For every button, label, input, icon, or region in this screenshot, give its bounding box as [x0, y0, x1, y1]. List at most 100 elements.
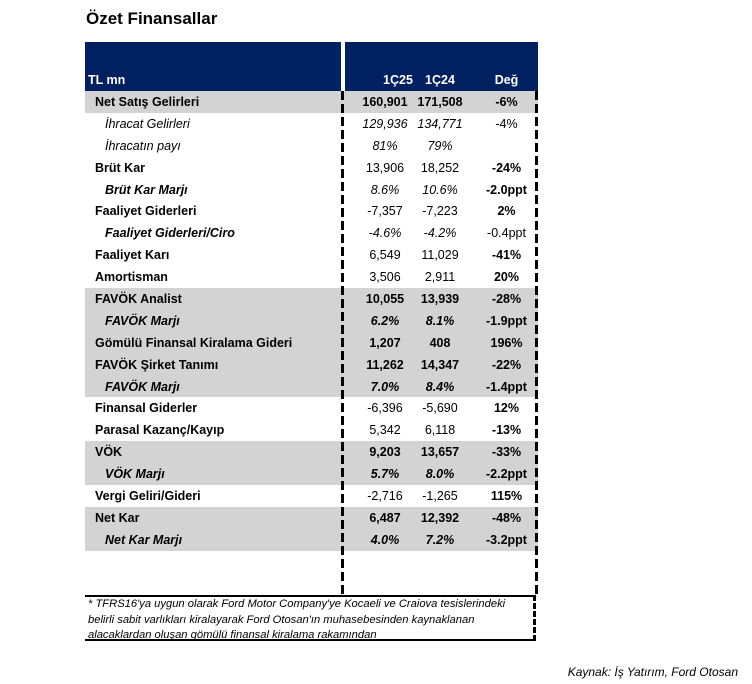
header-divider [341, 42, 345, 91]
value-1q24: 6,118 [424, 423, 456, 438]
value-1q24: 11,029 [421, 248, 459, 263]
value-change: -48% [491, 510, 522, 525]
table-row: Net Kar 6,487 12,392 -48% [85, 506, 538, 529]
table-row: Brüt Kar 13,906 18,252 -24% [85, 157, 538, 179]
value-1q24: 8.1% [425, 313, 455, 328]
value-change: -2.0ppt [486, 182, 527, 197]
value-1q24: 14,347 [420, 357, 460, 372]
value-1q25: -7,357 [367, 204, 403, 219]
row-label: İhracat Gelirleri [105, 116, 190, 131]
value-change: -24% [491, 160, 522, 175]
header-unit: TL mn [88, 73, 126, 87]
row-label: Gömülü Finansal Kiralama Gideri [95, 335, 293, 350]
table-row: İhracat Gelirleri 129,936 134,771 -4% [85, 113, 538, 135]
value-1q24: 18,252 [420, 160, 460, 175]
value-1q25: 6,487 [369, 510, 401, 525]
value-change: -33% [491, 445, 522, 460]
value-1q25: 81% [372, 138, 398, 153]
value-change: -28% [491, 291, 522, 306]
row-label: İhracatın payı [105, 138, 181, 153]
table-body: Net Satış Gelirleri 160,901 171,508 -6% İhra… [85, 91, 538, 551]
row-label: Net Satış Gelirleri [95, 94, 200, 109]
row-label: Vergi Geliri/Gideri [95, 488, 201, 503]
header-col-change: Değ [494, 73, 519, 87]
value-1q25: -4.6% [368, 226, 402, 241]
value-1q25: -2,716 [367, 488, 403, 503]
value-1q25: 160,901 [362, 94, 408, 109]
value-change: -1.4ppt [486, 379, 527, 394]
row-label: Net Kar [95, 510, 140, 525]
row-label: FAVÖK Şirket Tanımı [95, 357, 219, 372]
value-change: -13% [491, 423, 522, 438]
table-row: Faaliyet Giderleri/Ciro -4.6% -4.2% -0.4ppt [85, 222, 538, 244]
value-1q25: 1,207 [369, 335, 401, 350]
table-right-border [535, 91, 538, 595]
value-1q25: 4.0% [370, 532, 400, 547]
value-1q25: 9,203 [369, 445, 401, 460]
value-1q24: -7,223 [422, 204, 458, 219]
table-row: FAVÖK Analist 10,055 13,939 -28% [85, 288, 538, 310]
table-row: Vergi Geliri/Gideri -2,716 -1,265 115% [85, 485, 538, 507]
value-change: -0.4ppt [487, 226, 526, 241]
value-1q24: 13,657 [420, 445, 460, 460]
value-change: 2% [497, 204, 516, 219]
value-1q24: 171,508 [417, 94, 463, 109]
row-label: FAVÖK Marjı [105, 379, 180, 394]
row-label: Net Kar Marjı [105, 532, 183, 547]
value-change: 196% [490, 335, 523, 350]
row-label: Faaliyet Karı [95, 248, 170, 263]
value-1q25: 13,906 [365, 160, 405, 175]
table-row: Brüt Kar Marjı 8.6% 10.6% -2.0ppt [85, 179, 538, 201]
value-1q25: 6,549 [369, 248, 401, 263]
row-label: Faaliyet Giderleri [95, 204, 197, 219]
value-1q25: 11,262 [366, 357, 404, 372]
page-title: Özet Finansallar [86, 9, 218, 28]
table-row: FAVÖK Şirket Tanımı 11,262 14,347 -22% [85, 353, 538, 376]
table-row: Faaliyet Giderleri -7,357 -7,223 2% [85, 200, 538, 222]
table-row: Amortisman 3,506 2,911 20% [85, 266, 538, 288]
value-1q25: 6.2% [370, 313, 400, 328]
value-change: -4% [495, 116, 518, 131]
value-1q24: 8.4% [425, 379, 455, 394]
table-row: İhracatın payı 81% 79% [85, 135, 538, 157]
value-1q24: 79% [427, 138, 453, 153]
value-1q25: 3,506 [369, 270, 401, 285]
value-change: -3.2ppt [486, 532, 527, 547]
value-1q25: 5,342 [369, 423, 401, 438]
value-1q24: 13,939 [420, 291, 460, 306]
value-1q25: 129,936 [362, 116, 408, 131]
value-change: -41% [491, 248, 522, 263]
value-1q25: 7.0% [370, 379, 400, 394]
value-change: -6% [495, 94, 518, 109]
value-change: -22% [491, 357, 522, 372]
row-label: FAVÖK Marjı [105, 313, 180, 328]
value-1q24: 10.6% [422, 182, 458, 197]
row-label: Faaliyet Giderleri/Ciro [105, 226, 235, 241]
value-1q24: 2,911 [424, 270, 456, 285]
value-change: 12% [493, 401, 520, 416]
table-row: Net Satış Gelirleri 160,901 171,508 -6% [85, 91, 538, 113]
row-label: VÖK [95, 445, 123, 460]
table-row: Parasal Kazanç/Kayıp 5,342 6,118 -13% [85, 419, 538, 441]
value-1q24: -1,265 [422, 488, 458, 503]
row-label: Brüt Kar Marjı [105, 182, 188, 197]
value-change: -1.9ppt [486, 313, 527, 328]
table-row: Net Kar Marjı 4.0% 7.2% -3.2ppt [85, 528, 538, 551]
table-row: Gömülü Finansal Kiralama Gideri 1,207 408 1… [85, 331, 538, 354]
value-1q24: 408 [429, 335, 451, 350]
column-divider [341, 91, 344, 595]
table-row: VÖK 9,203 13,657 -33% [85, 441, 538, 464]
value-1q24: 8.0% [425, 467, 455, 482]
table-row: VÖK Marjı 5.7% 8.0% -2.2ppt [85, 463, 538, 486]
value-1q25: 8.6% [370, 182, 400, 197]
financial-summary-table: TL mn 1Ç25 1Ç24 Değ Net Satış Gelirleri 1… [85, 42, 538, 551]
row-label: Amortisman [95, 270, 168, 285]
row-label: Finansal Giderler [95, 401, 198, 416]
row-label: Brüt Kar [95, 160, 146, 175]
value-change: -2.2ppt [486, 467, 527, 482]
table-header: TL mn 1Ç25 1Ç24 Değ [85, 42, 538, 91]
value-1q25: 10,055 [365, 291, 405, 306]
row-label: VÖK Marjı [105, 467, 165, 482]
value-1q25: 5.7% [370, 467, 400, 482]
value-1q24: 12,392 [420, 510, 460, 525]
